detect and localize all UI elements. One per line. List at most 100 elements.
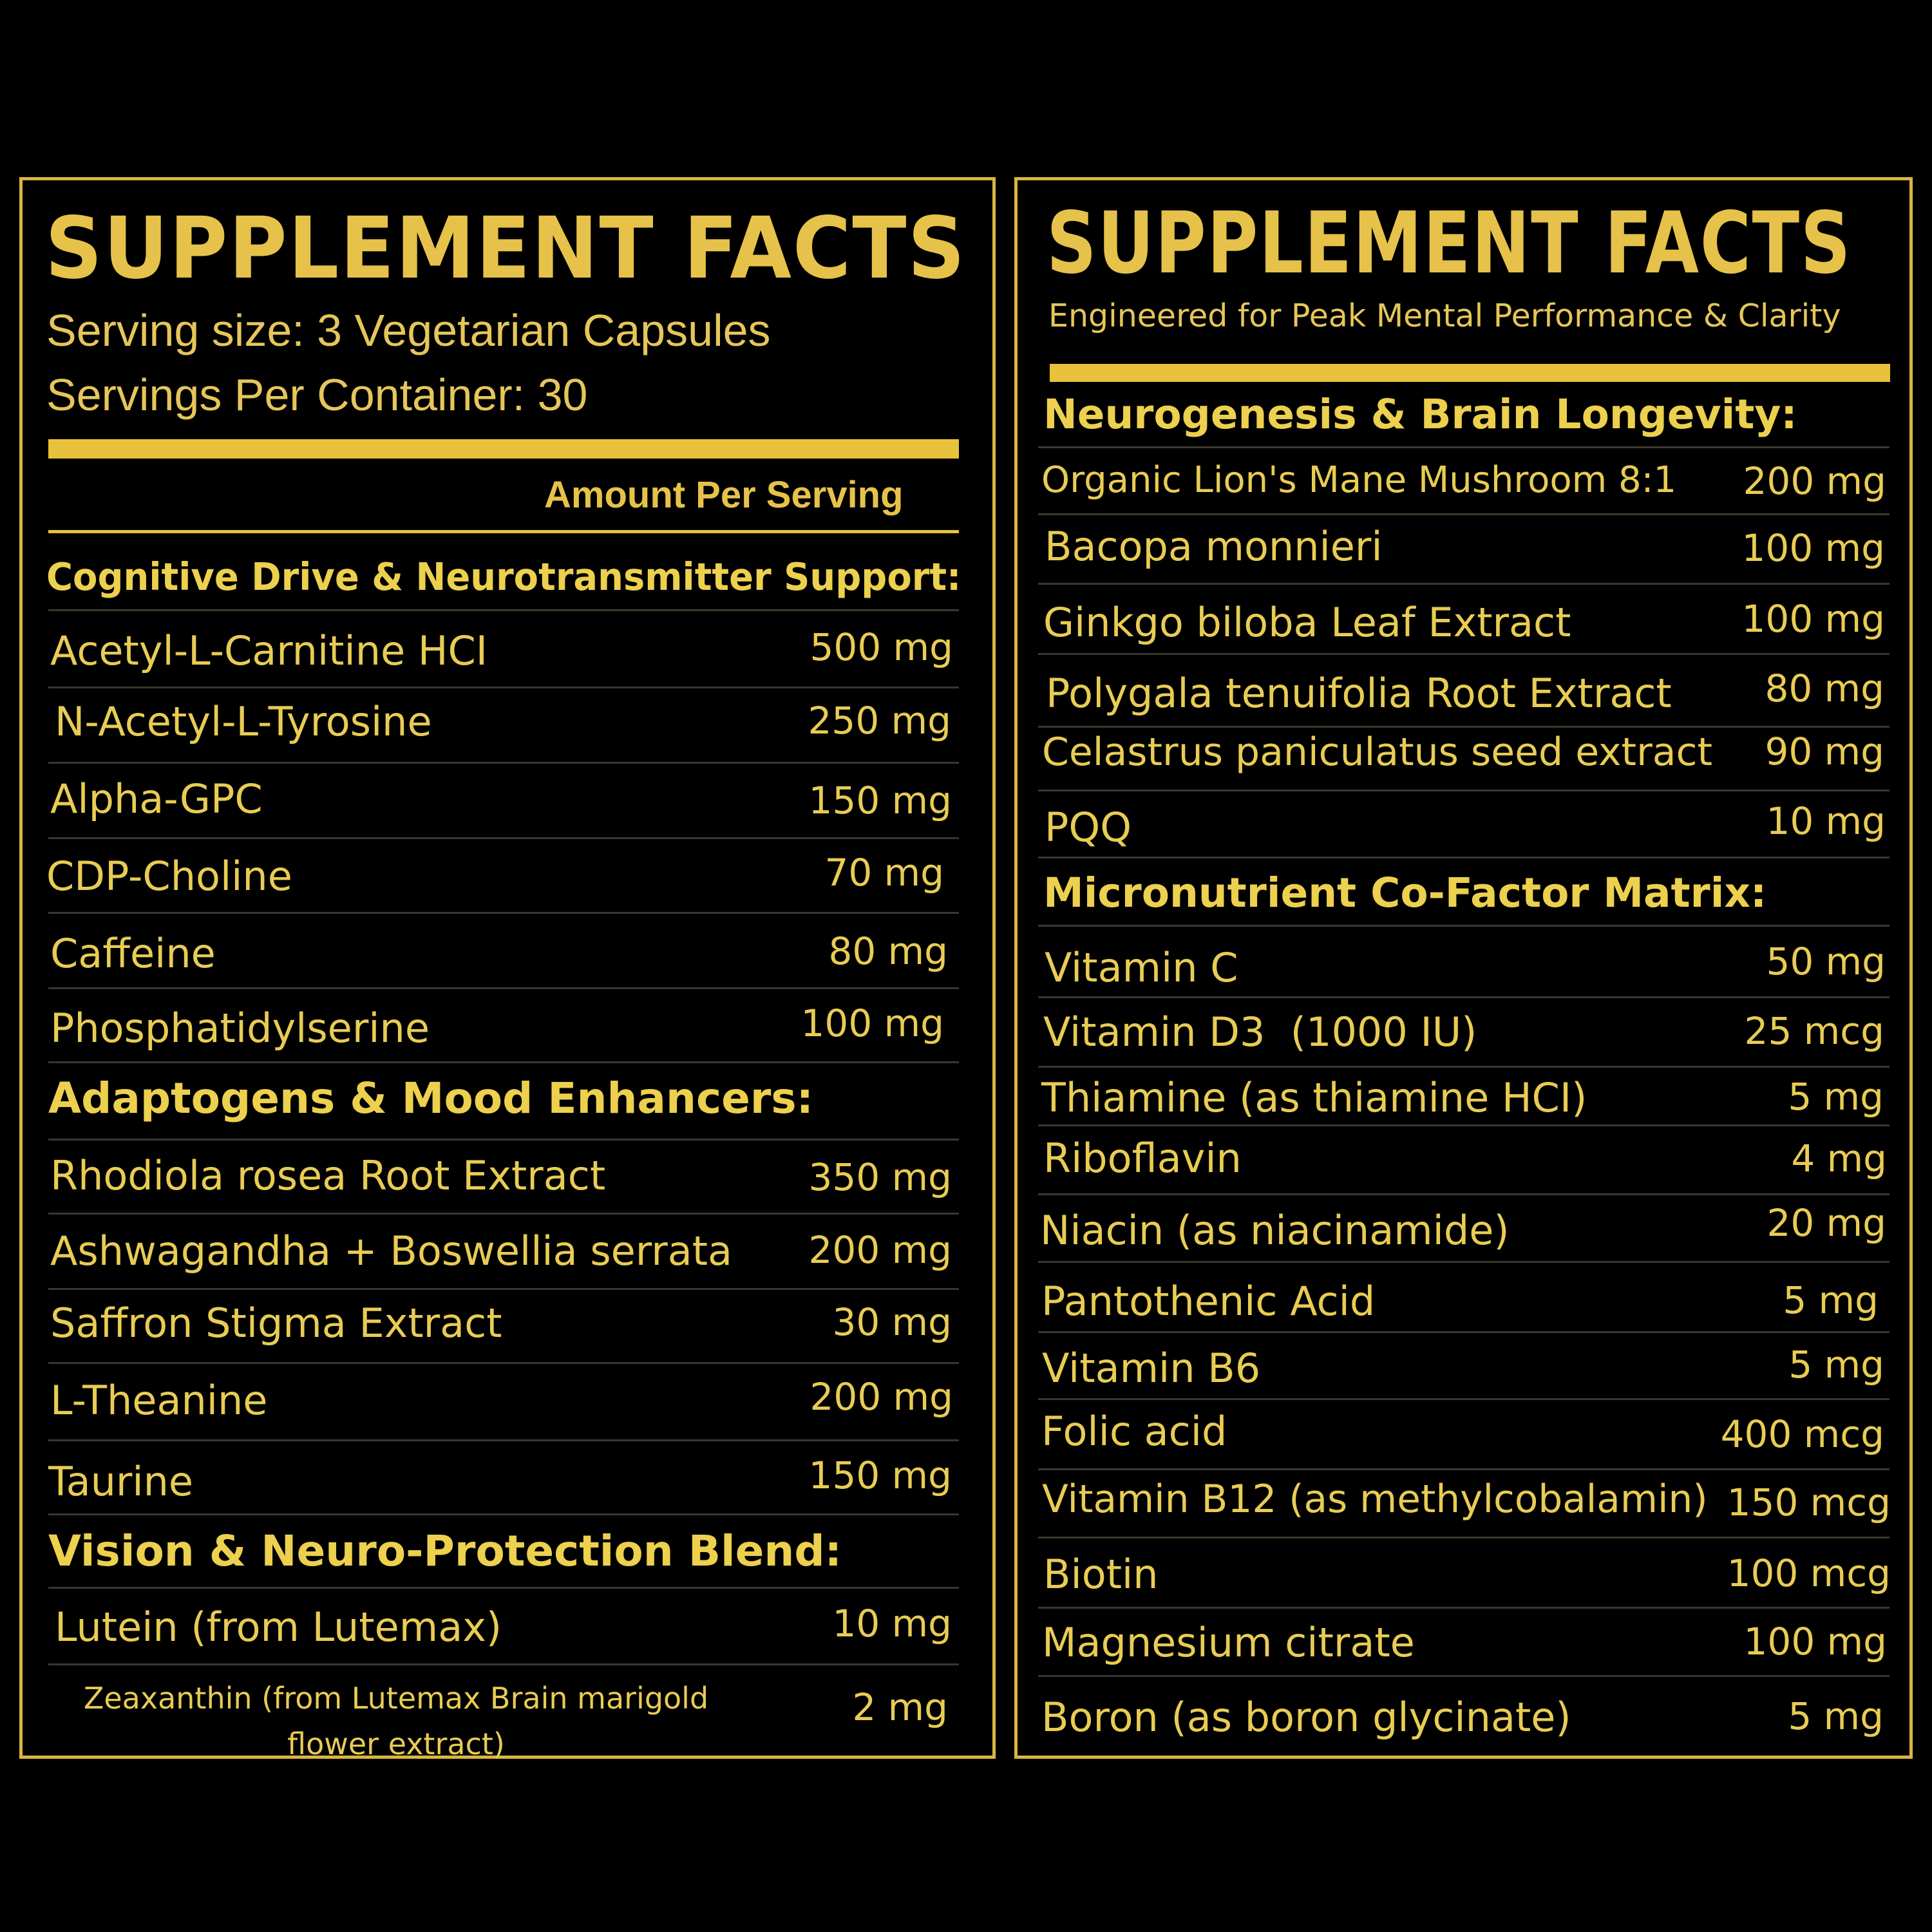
ingredient-name: Magnesium citrate xyxy=(1042,1619,1415,1666)
ingredient-amount: 100 mg xyxy=(1741,526,1885,570)
ingredient-amount: 10 mg xyxy=(832,1602,952,1645)
ingredient-row: Vitamin B12 (as methylcobalamin) 150 mcg xyxy=(1042,1477,1891,1522)
ingredient-amount: 80 mg xyxy=(1765,667,1884,710)
ingredient-name: L-Theanine xyxy=(50,1377,268,1424)
ingredient-name: Organic Lion's Mane Mushroom 8:1 xyxy=(1041,459,1677,501)
divider xyxy=(48,837,959,839)
divider xyxy=(48,1513,959,1515)
ingredient-name-line2: flower extract) xyxy=(287,1727,505,1762)
section-heading-adaptogens: Adaptogens & Mood Enhancers: xyxy=(48,1074,814,1123)
ingredient-row: Ashwagandha + Boswellia serrata 200 mg xyxy=(50,1227,952,1274)
divider xyxy=(1038,1607,1889,1609)
divider xyxy=(48,1213,959,1215)
ingredient-row: Acetyl-L-Carnitine HCI 500 mg xyxy=(50,625,953,671)
amount-per-serving-header: Amount Per Serving xyxy=(544,474,904,516)
ingredient-name: Vitamin B6 xyxy=(1042,1345,1261,1392)
ingredient-name: Pantothenic Acid xyxy=(1041,1278,1376,1325)
section-heading-neurogenesis: Neurogenesis & Brain Longevity: xyxy=(1043,391,1797,438)
tagline: Engineered for Peak Mental Performance &… xyxy=(1048,298,1841,334)
left-thick-divider xyxy=(48,439,959,459)
ingredient-name: Rhodiola rosea Root Extract xyxy=(50,1152,606,1199)
ingredient-name: Vitamin B12 (as methylcobalamin) xyxy=(1042,1477,1708,1522)
ingredient-amount: 5 mg xyxy=(1783,1278,1879,1322)
left-facts-panel xyxy=(19,177,996,1759)
divider xyxy=(1038,1398,1889,1400)
ingredient-amount: 100 mg xyxy=(1743,1620,1887,1663)
divider xyxy=(48,609,959,611)
ingredient-row: Polygala tenuifolia Root Extract 80 mg xyxy=(1046,670,1884,714)
divider xyxy=(1038,1066,1889,1068)
ingredient-name: Lutein (from Lutemax) xyxy=(55,1604,502,1651)
ingredient-row: Caffeine 80 mg xyxy=(50,929,948,977)
divider xyxy=(1038,1124,1889,1126)
ingredient-row: Lutein (from Lutemax) 10 mg xyxy=(55,1602,952,1651)
ingredient-row: N-Acetyl-L-Tyrosine 250 mg xyxy=(55,699,951,743)
divider xyxy=(1038,857,1889,858)
ingredient-amount: 150 mg xyxy=(808,1454,952,1497)
ingredient-name: Folic acid xyxy=(1041,1408,1227,1455)
ingredient-amount: 500 mg xyxy=(810,625,953,669)
ingredient-amount: 20 mg xyxy=(1766,1201,1886,1245)
section-heading-micronutrient: Micronutrient Co-Factor Matrix: xyxy=(1043,869,1767,916)
ingredient-name: Phosphatidylserine xyxy=(50,1005,430,1052)
ingredient-name: Caffeine xyxy=(50,930,216,977)
ingredient-name: Alpha-GPC xyxy=(50,775,263,822)
ingredient-amount: 10 mg xyxy=(1766,799,1886,843)
ingredient-row: Rhodiola rosea Root Extract 350 mg xyxy=(50,1152,952,1199)
ingredient-name: Bacopa monnieri xyxy=(1045,523,1383,570)
divider xyxy=(1038,726,1889,728)
ingredient-name: CDP-Choline xyxy=(46,853,292,900)
section-heading-cognitive: Cognitive Drive & Neurotransmitter Suppo… xyxy=(46,554,961,599)
ingredient-name: PQQ xyxy=(1045,804,1132,851)
ingredient-amount: 250 mg xyxy=(808,699,951,743)
ingredient-amount: 150 mg xyxy=(808,779,952,822)
ingredient-row: Folic acid 400 mcg xyxy=(1041,1408,1884,1456)
divider xyxy=(1038,513,1889,515)
ingredient-amount: 200 mg xyxy=(810,1375,953,1419)
right-thick-divider xyxy=(1050,364,1890,382)
section-heading-vision: Vision & Neuro-Protection Blend: xyxy=(48,1526,842,1576)
ingredient-amount: 400 mcg xyxy=(1720,1412,1884,1456)
divider xyxy=(48,1663,959,1665)
serving-size: Serving size: 3 Vegetarian Capsules xyxy=(46,305,771,355)
right-title: SUPPLEMENT FACTS xyxy=(1046,194,1852,293)
divider xyxy=(1038,996,1889,998)
divider xyxy=(1038,1537,1889,1539)
ingredient-row: Niacin (as niacinamide) 20 mg xyxy=(1040,1204,1886,1251)
ingredient-name: Taurine xyxy=(48,1458,194,1505)
ingredient-name: Ashwagandha + Boswellia serrata xyxy=(50,1227,732,1274)
ingredient-name: Boron (as boron glycinate) xyxy=(1041,1694,1571,1741)
left-title: SUPPLEMENT FACTS xyxy=(45,199,967,298)
divider xyxy=(1038,1193,1889,1195)
ingredient-amount: 100 mcg xyxy=(1727,1551,1891,1595)
divider xyxy=(1038,446,1889,448)
ingredient-name: Thiamine (as thiamine HCI) xyxy=(1041,1074,1587,1121)
divider xyxy=(1038,790,1889,791)
ingredient-row: Phosphatidylserine 100 mg xyxy=(50,1005,944,1052)
divider xyxy=(1038,583,1889,585)
left-header-rule xyxy=(48,530,959,533)
divider xyxy=(48,1139,959,1141)
ingredient-amount: 5 mg xyxy=(1788,1075,1884,1119)
ingredient-row: Celastrus paniculatus seed extract 90 mg xyxy=(1042,733,1884,772)
ingredient-row: Biotin 100 mcg xyxy=(1043,1551,1891,1595)
ingredient-amount: 100 mg xyxy=(1741,597,1885,641)
ingredient-row: Organic Lion's Mane Mushroom 8:1 200 mg xyxy=(1041,462,1886,501)
ingredient-amount: 80 mg xyxy=(828,929,948,973)
ingredient-row: L-Theanine 200 mg xyxy=(50,1375,953,1424)
divider xyxy=(48,1061,959,1063)
ingredient-amount: 25 mcg xyxy=(1744,1009,1884,1053)
ingredient-name-zeaxanthin: Zeaxanthin (from Lutemax Brain marigold … xyxy=(55,1676,737,1768)
divider xyxy=(1038,1331,1889,1333)
ingredient-row: Ginkgo biloba Leaf Extract 100 mg xyxy=(1043,597,1885,646)
ingredient-name: Ginkgo biloba Leaf Extract xyxy=(1043,599,1571,646)
divider xyxy=(48,912,959,914)
ingredient-amount: 30 mg xyxy=(832,1300,952,1344)
ingredient-row: Magnesium citrate 100 mg xyxy=(1042,1619,1887,1666)
divider xyxy=(48,1587,959,1589)
divider xyxy=(1038,1468,1889,1470)
ingredient-row: Alpha-GPC 150 mg xyxy=(50,775,952,822)
ingredient-row: Riboflavin 4 mg xyxy=(1043,1139,1887,1179)
ingredient-row: Boron (as boron glycinate) 5 mg xyxy=(1041,1694,1884,1741)
ingredient-amount: 5 mg xyxy=(1788,1343,1884,1387)
